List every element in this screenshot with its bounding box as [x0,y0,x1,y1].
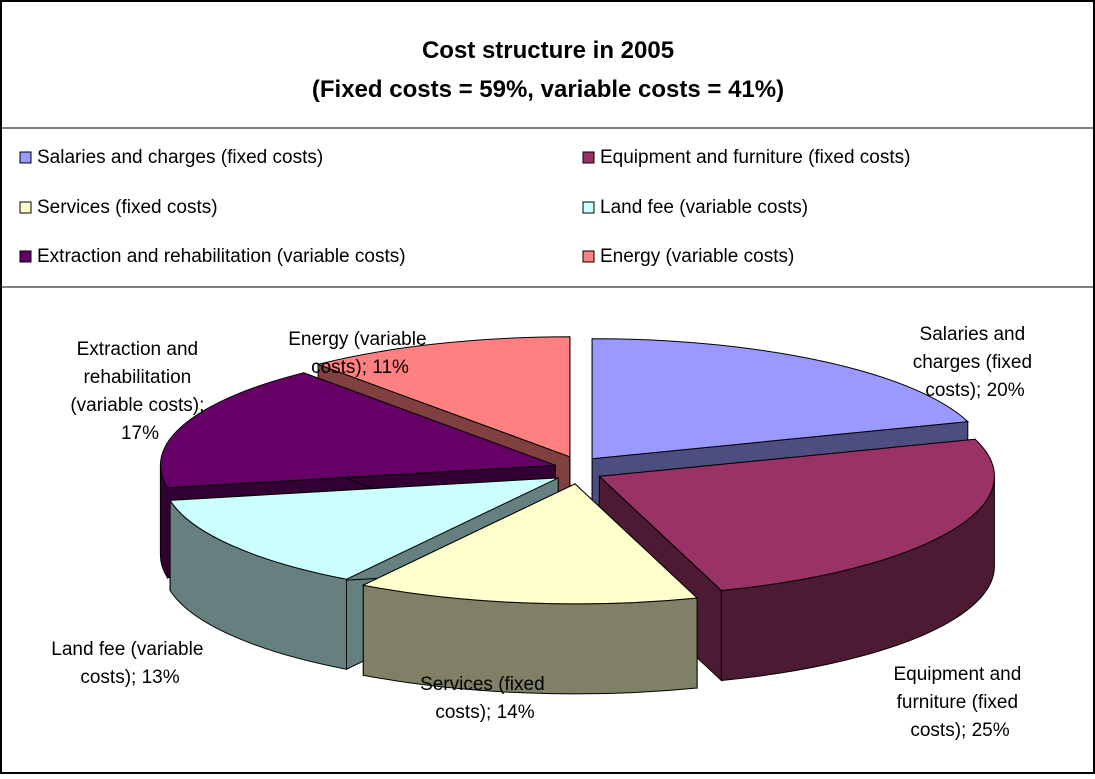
data-label: Extraction and rehabilitation (variable … [70,339,209,444]
legend-swatch [582,151,595,164]
legend-swatch [582,201,595,214]
legend-swatch [19,201,32,214]
data-label: Energy (variable costs); 11% [288,329,432,378]
legend-swatch [19,151,32,164]
legend-swatch [19,250,32,263]
legend-label: Energy (variable costs) [600,246,794,267]
slice-top [591,338,969,460]
slice-top [169,477,559,580]
legend-label: Services (fixed costs) [37,197,218,218]
legend-label: Land fee (variable costs) [600,197,808,218]
data-label: Equipment and furniture (fixed costs); 2… [893,664,1026,741]
data-label: Services (fixed costs); 14% [420,674,550,723]
slice-top [598,438,995,592]
legend-label: Extraction and rehabilitation (variable … [37,246,406,267]
slice-top [316,336,571,458]
data-label: Land fee (variable costs); 13% [51,639,208,688]
chart-title: Cost structure in 2005 [422,37,674,64]
data-label: Salaries and charges (fixed costs); 20% [913,324,1038,401]
legend-label: Equipment and furniture (fixed costs) [600,147,911,168]
slice-top [361,483,699,605]
slice [361,482,699,695]
legend-label: Salaries and charges (fixed costs) [37,147,323,168]
legend-swatch [582,250,595,263]
chart-subtitle: (Fixed costs = 59%, variable costs = 41%… [312,76,784,103]
slice-top [159,372,556,489]
